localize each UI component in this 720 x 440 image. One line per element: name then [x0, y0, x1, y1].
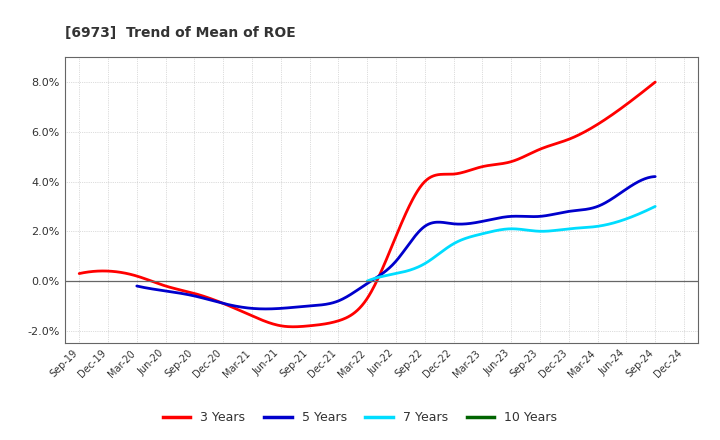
Legend: 3 Years, 5 Years, 7 Years, 10 Years: 3 Years, 5 Years, 7 Years, 10 Years [158, 407, 562, 429]
Text: [6973]  Trend of Mean of ROE: [6973] Trend of Mean of ROE [65, 26, 295, 40]
